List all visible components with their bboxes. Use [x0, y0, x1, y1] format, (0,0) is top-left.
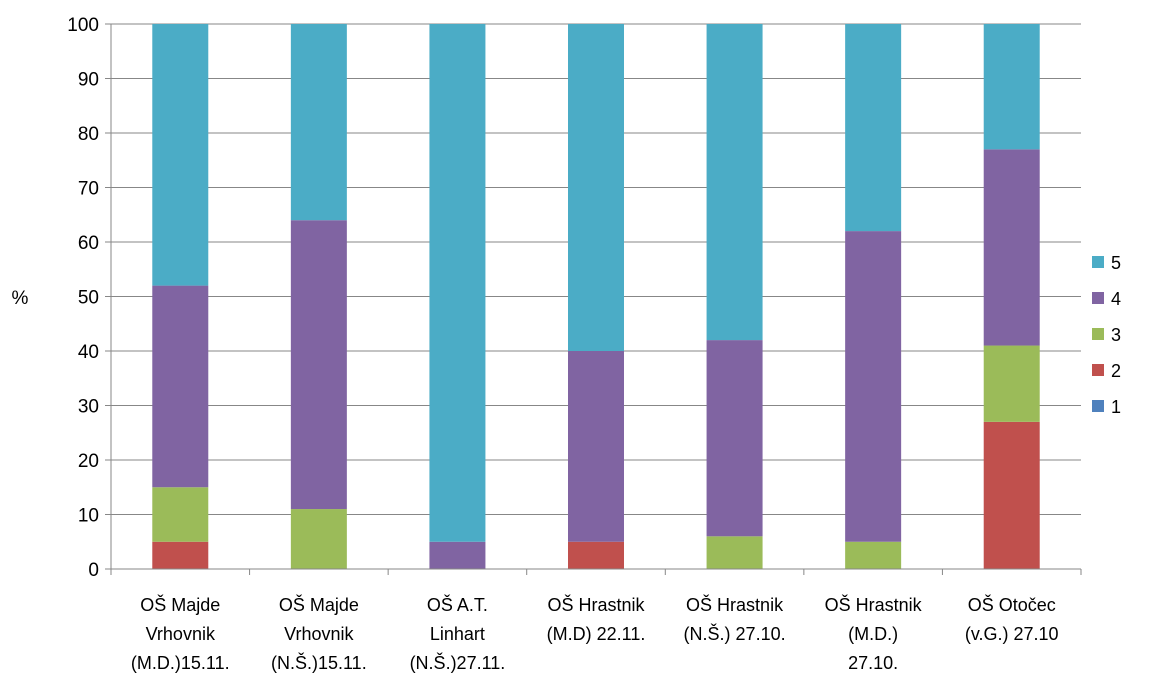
legend: 5 4 3 2 1	[1092, 253, 1121, 417]
legend-label-1: 1	[1111, 397, 1121, 417]
x-category-label: (N.Š.) 27.10.	[684, 623, 786, 644]
y-tick-label: 0	[88, 560, 99, 581]
bar-segment-4	[706, 340, 763, 537]
x-category-label: Vrhovnik	[284, 624, 354, 644]
bar-segment-5	[706, 24, 763, 341]
bar-segment-4	[152, 285, 209, 488]
x-category-label: (v.G.) 27.10	[965, 624, 1059, 644]
bar-segment-3	[983, 345, 1040, 422]
legend-label-2: 2	[1111, 361, 1121, 381]
bar-segment-3	[290, 509, 347, 569]
x-category-label: (M.D.)	[848, 624, 898, 644]
x-category-label: (M.D) 22.11.	[547, 624, 646, 644]
bar-segment-4	[290, 220, 347, 510]
legend-swatch-1	[1092, 400, 1104, 412]
legend-swatch-4	[1092, 292, 1104, 304]
y-tick-label: 40	[78, 342, 99, 363]
bar-segment-2	[152, 541, 209, 569]
x-category-label: OŠ A.T.	[427, 594, 488, 615]
bar-segment-5	[429, 24, 486, 542]
y-tick-label: 30	[78, 397, 99, 418]
x-category-label: (N.Š.)27.11.	[410, 652, 506, 673]
x-category-label: (N.Š.)15.11.	[271, 652, 367, 673]
x-category-label: OŠ Otočec	[968, 594, 1056, 615]
bar-segment-4	[983, 149, 1040, 346]
x-category-label: OŠ Hrastnik	[825, 594, 923, 615]
x-category-label: Linhart	[430, 624, 485, 644]
y-tick-label: 50	[78, 288, 99, 309]
bar-segment-3	[706, 536, 763, 569]
legend-label-4: 4	[1111, 289, 1121, 309]
x-category-label: OŠ Hrastnik	[686, 594, 784, 615]
y-axis-label: %	[12, 288, 29, 309]
y-tick-label: 80	[78, 124, 99, 145]
x-category-label: OŠ Hrastnik	[547, 594, 645, 615]
bar-segment-3	[152, 487, 209, 542]
bar-segment-5	[568, 24, 624, 351]
bar-segment-5	[983, 24, 1040, 150]
bar-segment-5	[290, 24, 347, 221]
legend-label-3: 3	[1111, 325, 1121, 345]
y-tick-label: 60	[78, 233, 99, 254]
x-category-label: OŠ Majde	[279, 594, 359, 615]
bar-segment-2	[983, 421, 1040, 569]
x-category-label: 27.10.	[848, 653, 898, 673]
bar-segment-2	[568, 541, 624, 569]
y-tick-label: 70	[78, 179, 99, 200]
bars	[152, 24, 1040, 569]
x-category-label: OŠ Majde	[140, 594, 220, 615]
legend-label-5: 5	[1111, 253, 1121, 273]
y-tick-label: 100	[67, 15, 99, 36]
bar-segment-3	[845, 541, 902, 569]
legend-swatch-2	[1092, 364, 1104, 376]
y-tick-label: 10	[78, 506, 99, 527]
x-category-label: Vrhovnik	[146, 624, 216, 644]
bar-segment-5	[152, 24, 209, 286]
bar-segment-5	[845, 24, 902, 232]
bar-segment-4	[568, 351, 624, 542]
legend-swatch-3	[1092, 328, 1104, 340]
x-axis-labels: OŠ Majde Vrhovnik (M.D.)15.11. OŠ Majde Vrho…	[131, 594, 1059, 673]
legend-swatch-5	[1092, 256, 1104, 268]
x-category-label: (M.D.)15.11.	[131, 653, 230, 673]
y-tick-label: 90	[78, 70, 99, 91]
bar-segment-4	[429, 541, 486, 569]
y-tick-label: 20	[78, 451, 99, 472]
y-axis-ticks: 0 10 20 30 40 50 60 70 80 90 100	[67, 15, 111, 581]
bar-segment-4	[845, 231, 902, 542]
